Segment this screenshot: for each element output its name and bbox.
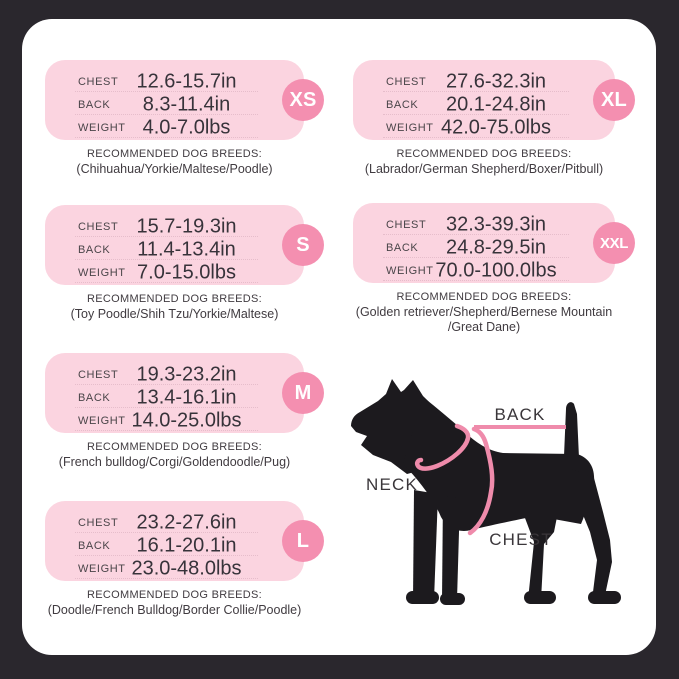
chest-strap xyxy=(467,426,495,536)
breeds-text: (Chihuahua/Yorkie/Maltese/Poodle) xyxy=(76,162,273,176)
weight-value: 42.0-75.0lbs xyxy=(440,116,552,138)
size-card-xl: CHEST 27.6-32.3in BACK 20.1-24.8in WEIGH… xyxy=(353,60,635,140)
chest-label: CHEST xyxy=(78,220,119,233)
size-card-s: CHEST 15.7-19.3in BACK 11.4-13.4in WEIGH… xyxy=(45,205,324,285)
weight-label: WEIGHT xyxy=(386,264,434,277)
weight-label: WEIGHT xyxy=(78,562,126,575)
back-value: 11.4-13.4in xyxy=(137,238,236,260)
size-block-s: CHEST 15.7-19.3in BACK 11.4-13.4in WEIGH… xyxy=(45,205,324,322)
back-row: BACK 24.8-29.5in xyxy=(353,236,615,259)
size-chart-panel: CHEST 12.6-15.7in BACK 8.3-11.4in WEIGHT… xyxy=(22,19,656,655)
breeds-text: (Golden retriever/Shepherd/Bernese Mount… xyxy=(355,305,613,334)
weight-row: WEIGHT 14.0-25.0lbs xyxy=(45,409,304,432)
back-row: BACK 20.1-24.8in xyxy=(353,93,615,116)
recommended-heading: RECOMMENDED DOG BREEDS: xyxy=(87,293,262,305)
weight-row: WEIGHT 7.0-15.0lbs xyxy=(45,261,304,284)
size-block-xxl: CHEST 32.3-39.3in BACK 24.8-29.5in WEIGH… xyxy=(353,203,635,335)
size-block-xl: CHEST 27.6-32.3in BACK 20.1-24.8in WEIGH… xyxy=(353,60,635,177)
weight-label: WEIGHT xyxy=(78,266,126,279)
back-row: BACK 13.4-16.1in xyxy=(45,386,304,409)
breeds-text: (Toy Poodle/Shih Tzu/Yorkie/Maltese) xyxy=(70,307,279,321)
back-row: BACK 8.3-11.4in xyxy=(45,93,304,116)
chest-row: CHEST 27.6-32.3in xyxy=(353,70,615,93)
weight-value: 4.0-7.0lbs xyxy=(142,116,231,138)
neck-diagram-label: NECK xyxy=(366,475,418,494)
chest-row: CHEST 12.6-15.7in xyxy=(45,70,304,93)
recommended-heading: RECOMMENDED DOG BREEDS: xyxy=(87,441,262,453)
dog-measurement-diagram: BACK NECK CHEST xyxy=(347,374,637,614)
neck-strap xyxy=(414,423,471,471)
breeds-text: (Labrador/German Shepherd/Boxer/Pitbull) xyxy=(364,162,604,176)
weight-row: WEIGHT 4.0-7.0lbs xyxy=(45,116,304,139)
size-block-l: CHEST 23.2-27.6in BACK 16.1-20.1in WEIGH… xyxy=(45,501,324,618)
back-value: 16.1-20.1in xyxy=(136,534,237,556)
back-row: BACK 16.1-20.1in xyxy=(45,534,304,557)
weight-row: WEIGHT 70.0-100.0lbs xyxy=(353,259,615,282)
chest-row: CHEST 32.3-39.3in xyxy=(353,213,615,236)
recommended-heading: RECOMMENDED DOG BREEDS: xyxy=(396,291,572,303)
weight-value: 23.0-48.0lbs xyxy=(131,557,242,579)
back-label: BACK xyxy=(386,241,419,254)
chest-value: 23.2-27.6in xyxy=(136,511,237,533)
size-badge-s: S xyxy=(282,224,324,266)
chest-diagram-label: CHEST xyxy=(489,530,553,549)
back-value: 20.1-24.8in xyxy=(445,93,547,115)
weight-row: WEIGHT 42.0-75.0lbs xyxy=(353,116,615,139)
harness-straps-icon xyxy=(414,423,495,536)
size-card-l: CHEST 23.2-27.6in BACK 16.1-20.1in WEIGH… xyxy=(45,501,324,581)
size-card-xs: CHEST 12.6-15.7in BACK 8.3-11.4in WEIGHT… xyxy=(45,60,324,140)
chest-label: CHEST xyxy=(78,368,119,381)
weight-value: 70.0-100.0lbs xyxy=(435,259,557,281)
chest-label: CHEST xyxy=(78,75,119,88)
size-card-m: CHEST 19.3-23.2in BACK 13.4-16.1in WEIGH… xyxy=(45,353,324,433)
chest-value: 19.3-23.2in xyxy=(136,363,237,385)
chest-value: 12.6-15.7in xyxy=(136,70,237,92)
recommended-heading: RECOMMENDED DOG BREEDS: xyxy=(396,148,572,160)
back-row: BACK 11.4-13.4in xyxy=(45,238,304,261)
weight-label: WEIGHT xyxy=(386,121,434,134)
back-value: 13.4-16.1in xyxy=(136,386,237,408)
size-badge-l: L xyxy=(282,520,324,562)
chest-row: CHEST 19.3-23.2in xyxy=(45,363,304,386)
recommended-heading: RECOMMENDED DOG BREEDS: xyxy=(87,148,262,160)
back-diagram-label: BACK xyxy=(494,405,545,424)
back-label: BACK xyxy=(386,98,419,111)
chest-value: 15.7-19.3in xyxy=(136,215,237,237)
chest-row: CHEST 23.2-27.6in xyxy=(45,511,304,534)
chest-label: CHEST xyxy=(386,75,427,88)
weight-value: 14.0-25.0lbs xyxy=(131,409,242,431)
weight-label: WEIGHT xyxy=(78,121,126,134)
size-block-xs: CHEST 12.6-15.7in BACK 8.3-11.4in WEIGHT… xyxy=(45,60,324,177)
recommended-heading: RECOMMENDED DOG BREEDS: xyxy=(87,589,262,601)
weight-value: 7.0-15.0lbs xyxy=(137,261,236,283)
weight-row: WEIGHT 23.0-48.0lbs xyxy=(45,557,304,580)
size-badge-m: M xyxy=(282,372,324,414)
breeds-text: (Doodle/French Bulldog/Border Collie/Poo… xyxy=(47,603,302,617)
chest-label: CHEST xyxy=(78,516,119,529)
size-block-m: CHEST 19.3-23.2in BACK 13.4-16.1in WEIGH… xyxy=(45,353,324,470)
chest-label: CHEST xyxy=(386,218,427,231)
size-card-xxl: CHEST 32.3-39.3in BACK 24.8-29.5in WEIGH… xyxy=(353,203,635,283)
size-badge-xxl: XXL xyxy=(593,222,635,264)
back-label: BACK xyxy=(78,243,111,256)
size-badge-xl: XL xyxy=(593,79,635,121)
back-value: 8.3-11.4in xyxy=(142,93,231,115)
back-label: BACK xyxy=(78,539,111,552)
chest-row: CHEST 15.7-19.3in xyxy=(45,215,304,238)
weight-label: WEIGHT xyxy=(78,414,126,427)
chest-value: 32.3-39.3in xyxy=(445,213,547,235)
dog-silhouette-icon xyxy=(351,379,621,605)
size-badge-xs: XS xyxy=(282,79,324,121)
back-label: BACK xyxy=(78,98,111,111)
breeds-text: (French bulldog/Corgi/Goldendoodle/Pug) xyxy=(58,455,291,469)
back-value: 24.8-29.5in xyxy=(445,236,547,258)
chest-value: 27.6-32.3in xyxy=(445,70,547,92)
back-label: BACK xyxy=(78,391,111,404)
